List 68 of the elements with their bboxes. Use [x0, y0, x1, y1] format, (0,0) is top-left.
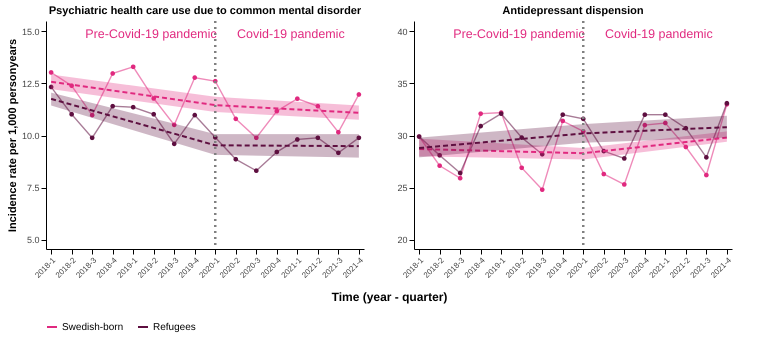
point	[458, 170, 463, 176]
y-tick-label: 5.0	[26, 235, 40, 246]
point	[704, 172, 709, 178]
point	[294, 96, 300, 102]
point	[662, 112, 668, 118]
y-axis-title: Incidence rate per 1,000 personyears	[6, 38, 19, 232]
point	[130, 64, 136, 70]
point	[336, 150, 341, 156]
point	[622, 156, 627, 161]
point	[540, 187, 545, 192]
y-tick-label: 20	[397, 235, 408, 246]
point	[233, 116, 238, 122]
point	[48, 84, 54, 90]
y-tick-label: 12.5	[22, 78, 40, 89]
point	[478, 111, 484, 116]
point	[172, 142, 177, 146]
point	[437, 152, 442, 158]
point	[704, 155, 709, 160]
point	[315, 104, 320, 108]
y-tick-label: 7.5	[26, 183, 40, 194]
point	[622, 182, 627, 187]
point	[151, 112, 156, 117]
legend-label: Refugees	[153, 322, 196, 333]
point	[48, 70, 54, 75]
point	[336, 130, 341, 135]
point	[172, 122, 177, 128]
point	[458, 176, 463, 181]
point	[683, 144, 688, 150]
y-tick-label: 30	[397, 131, 408, 142]
point	[130, 104, 136, 110]
point	[642, 122, 648, 128]
point	[69, 112, 74, 117]
point	[315, 135, 320, 140]
point	[274, 150, 280, 154]
point	[601, 172, 606, 176]
y-tick-label: 15.0	[22, 26, 40, 37]
point	[642, 112, 648, 118]
annotation: Pre-Covid-19 pandemic	[453, 27, 585, 41]
chart-title: Antidepressant dispension	[502, 4, 644, 17]
y-tick-label: 10.0	[22, 131, 40, 142]
point	[478, 124, 484, 128]
chart-title: Psychiatric health care use due to common mental disorder	[48, 4, 362, 17]
point	[90, 112, 95, 118]
y-tick-label: 40	[397, 26, 408, 37]
point	[294, 137, 300, 142]
point	[192, 112, 198, 118]
annotation: Covid-19 pandemic	[237, 27, 345, 41]
annotation: Pre-Covid-19 pandemic	[85, 27, 217, 41]
point	[519, 165, 524, 170]
point	[254, 168, 259, 174]
point	[274, 108, 280, 114]
annotation: Covid-19 pandemic	[605, 27, 713, 41]
point	[254, 135, 259, 140]
point	[437, 163, 442, 168]
point	[110, 104, 116, 108]
point	[110, 71, 116, 76]
point	[662, 120, 668, 126]
point	[192, 75, 198, 80]
point	[560, 112, 566, 118]
y-tick-label: 25	[397, 183, 408, 194]
point	[233, 156, 238, 162]
point	[356, 92, 362, 97]
point	[356, 135, 362, 140]
y-tick-label: 35	[397, 78, 408, 89]
x-axis-title: Time (year - quarter)	[332, 290, 448, 304]
point	[90, 135, 95, 140]
point	[560, 118, 566, 124]
legend-label: Swedish-born	[62, 322, 124, 333]
